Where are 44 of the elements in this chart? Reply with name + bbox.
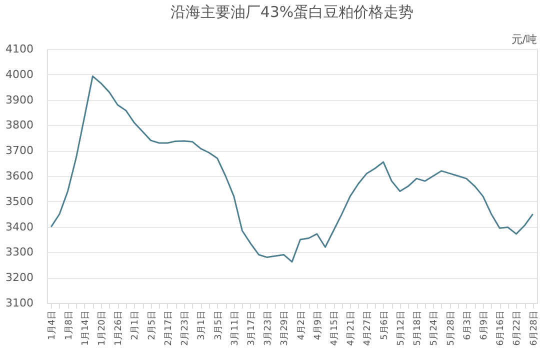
x-tick-label: 4月21日 bbox=[346, 310, 357, 346]
x-tick-label: 4月2日 bbox=[296, 310, 307, 340]
x-tick-label: 3月11日 bbox=[230, 310, 240, 346]
y-tick-label: 3600 bbox=[6, 170, 34, 182]
x-tick-label: 5月12日 bbox=[396, 310, 406, 346]
y-tick-label: 3100 bbox=[6, 296, 34, 310]
x-tick-label: 5月24日 bbox=[430, 310, 440, 346]
y-tick-label: 3800 bbox=[6, 118, 34, 132]
x-tick-label: 3月5日 bbox=[214, 310, 224, 340]
x-tick-label: 5月18日 bbox=[413, 310, 424, 346]
x-tick-label: 3月29日 bbox=[280, 310, 290, 346]
x-tick-label: 3月23日 bbox=[264, 310, 274, 346]
y-tick-label: 3200 bbox=[6, 271, 34, 284]
x-tick-label: 5月6日 bbox=[380, 310, 390, 340]
x-tick-label: 1月4日 bbox=[48, 310, 58, 340]
y-tick-label: 3500 bbox=[6, 194, 34, 208]
x-tick-label: 3月17日 bbox=[246, 310, 257, 346]
x-tick-label: 4月9日 bbox=[313, 310, 324, 340]
x-tick-label: 2月1日 bbox=[130, 310, 141, 340]
x-tick-label: 6月9日 bbox=[480, 310, 490, 340]
y-tick-label: 3700 bbox=[6, 144, 34, 158]
line-series bbox=[50, 75, 534, 263]
x-tick-label: 1月14日 bbox=[80, 310, 91, 346]
x-tick-label: 6月16日 bbox=[496, 310, 506, 346]
x-tick-label: 1月8日 bbox=[64, 310, 74, 340]
x-tick-label: 5月28日 bbox=[446, 310, 456, 346]
x-tick-label: 6月3日 bbox=[462, 310, 473, 340]
y-tick-label: 3400 bbox=[6, 220, 34, 234]
x-tick-label: 4月15日 bbox=[330, 310, 340, 346]
x-tick-label: 1月20日 bbox=[97, 310, 108, 346]
x-tick-label: 6月22日 bbox=[512, 310, 523, 346]
chart-title: 沿海主要油厂43%蛋白豆粕价格走势 bbox=[170, 3, 414, 21]
x-tick-label: 2月5日 bbox=[147, 310, 158, 340]
x-tick-label: 6月28日 bbox=[529, 310, 540, 346]
x-tick-label: 1月26日 bbox=[114, 310, 124, 346]
y-tick-label: 3900 bbox=[6, 93, 34, 106]
x-tick-label: 4月27日 bbox=[363, 310, 374, 346]
x-tick-label: 2月17日 bbox=[164, 310, 174, 346]
y-tick-label: 4000 bbox=[6, 68, 34, 81]
y-tick-label: 3300 bbox=[6, 246, 34, 259]
text: 元/吨 bbox=[511, 33, 537, 46]
y-tick-label: 4100 bbox=[6, 42, 34, 56]
x-tick-label: 2月23日 bbox=[180, 310, 191, 346]
x-tick-label: 3月1日 bbox=[197, 310, 208, 340]
